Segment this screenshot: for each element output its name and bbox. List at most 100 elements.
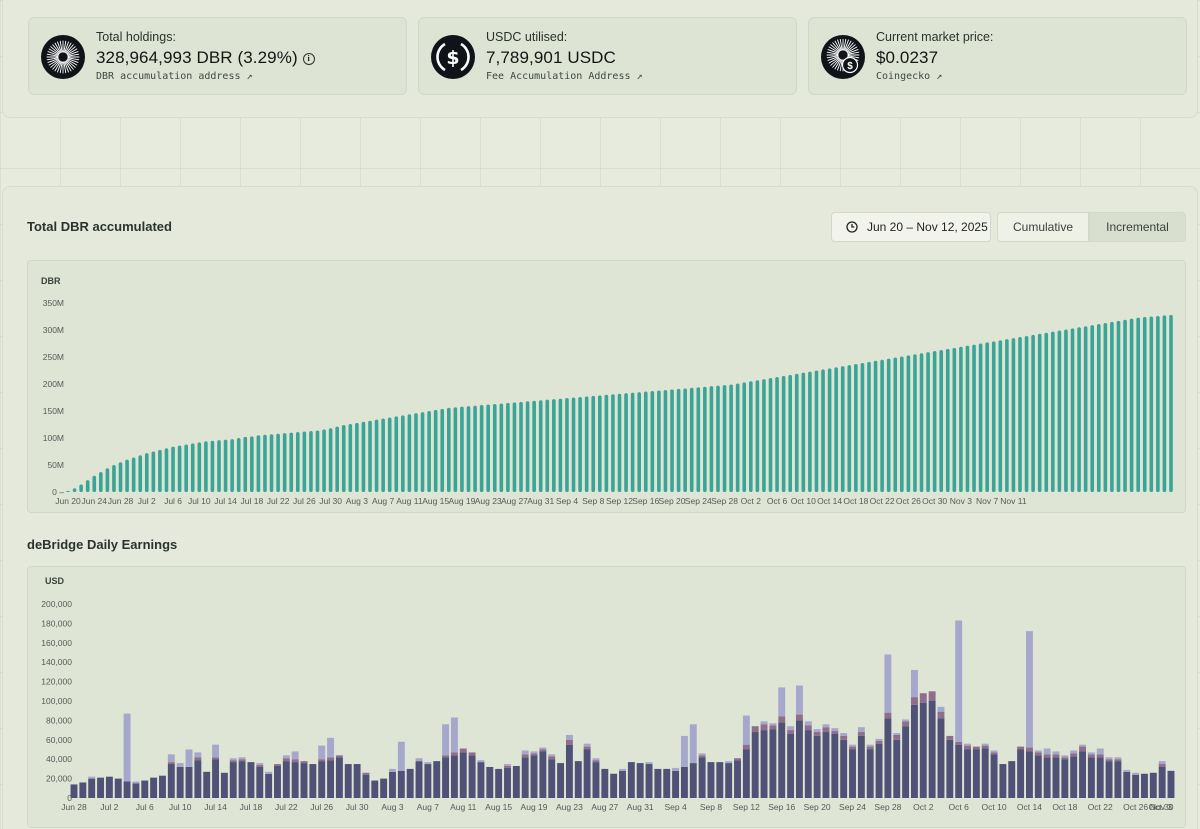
- bar: [99, 472, 103, 492]
- dbr-accumulation-address-link[interactable]: DBR accumulation address ↗: [96, 71, 253, 82]
- bar-segment: [1149, 772, 1157, 798]
- bar-segment: [1105, 757, 1113, 760]
- bar: [900, 356, 904, 492]
- coingecko-link[interactable]: Coingecko ↗: [876, 71, 943, 82]
- bar: [1077, 327, 1081, 492]
- bar-segment: [256, 763, 264, 766]
- x-tick-label: Nov 11: [1000, 496, 1027, 506]
- bar: [1142, 317, 1147, 492]
- x-tick-label: Jul 6: [136, 802, 154, 812]
- bar-segment: [742, 744, 750, 750]
- bar: [1149, 316, 1154, 492]
- toggle-incremental[interactable]: Incremental: [1089, 212, 1186, 242]
- x-tick-label: Oct 18: [843, 496, 868, 506]
- date-range-button[interactable]: Jun 20 – Nov 12, 2025: [831, 212, 991, 242]
- x-tick-label: Aug 11: [450, 802, 477, 812]
- y-axis-label: USD: [45, 576, 65, 586]
- bar-segment: [769, 725, 777, 730]
- bar-segment: [88, 778, 96, 798]
- bar-segment: [194, 752, 202, 758]
- bar-segment: [229, 762, 237, 798]
- earnings-chart-container: USD 0 20,000 40,000 60,000 80,000 100,000 120,0…: [27, 566, 1186, 828]
- x-tick-label: Sep 20: [804, 802, 831, 812]
- bar-segment: [468, 752, 476, 756]
- y-tick-label: 350M: [43, 298, 64, 308]
- bar-segment: [1087, 754, 1095, 758]
- bar: [972, 344, 976, 492]
- bar-segment: [698, 753, 706, 756]
- bar-segment: [1052, 757, 1060, 798]
- bar: [991, 341, 996, 492]
- bar-segment: [406, 768, 414, 798]
- bar: [1162, 315, 1167, 492]
- bar-segment: [1132, 772, 1140, 775]
- x-tick-label: Oct 18: [1052, 802, 1077, 812]
- bar-segment: [849, 744, 856, 747]
- bar-segment: [964, 743, 971, 746]
- bar: [1083, 326, 1088, 492]
- x-tick-label: Aug 15: [485, 802, 512, 812]
- bar: [952, 347, 957, 492]
- bar-segment: [1114, 757, 1122, 760]
- bar-segment: [1079, 744, 1086, 747]
- bar: [1024, 335, 1029, 492]
- bar: [1136, 317, 1140, 492]
- bar: [794, 373, 799, 492]
- bar-segment: [910, 669, 918, 698]
- bar: [1090, 325, 1095, 492]
- bar-segment: [335, 757, 343, 798]
- bar: [184, 444, 188, 492]
- bar: [256, 435, 261, 492]
- bar: [657, 390, 661, 492]
- bar-segment: [672, 770, 680, 798]
- bar-segment: [742, 715, 750, 745]
- bar-segment: [123, 713, 131, 782]
- bar: [1057, 330, 1062, 492]
- bar-segment: [1034, 752, 1042, 756]
- bar-segment: [1026, 747, 1033, 752]
- bar-segment: [849, 746, 856, 750]
- bar: [689, 387, 694, 492]
- bar-segment: [680, 766, 688, 798]
- x-tick-label: Nov 3: [950, 496, 972, 506]
- bar: [433, 409, 438, 492]
- bar: [230, 439, 234, 492]
- bar-segment: [1096, 748, 1104, 755]
- bar: [676, 388, 681, 492]
- x-tick-label: Jun 28: [61, 802, 87, 812]
- bar: [66, 490, 70, 492]
- bar-segment: [97, 777, 104, 798]
- bar-segment: [309, 764, 317, 798]
- bar: [144, 453, 149, 492]
- bar-segment: [1043, 757, 1051, 798]
- bar-segment: [530, 751, 538, 754]
- bar-segment: [1123, 769, 1131, 772]
- bar: [1156, 315, 1160, 492]
- bar: [624, 393, 628, 492]
- bar-segment: [1114, 761, 1122, 798]
- fee-accumulation-address-link[interactable]: Fee Accumulation Address ↗: [486, 71, 643, 82]
- bar: [1005, 339, 1009, 492]
- bar-segment: [760, 724, 768, 731]
- bar: [762, 379, 766, 492]
- external-link-icon: ↗: [636, 71, 643, 82]
- dbr-chart-container: DBR 0 –50M 100M 150M 200M 250M 300M 350M Jun 20 J…: [27, 260, 1186, 513]
- bar-segment: [424, 762, 432, 765]
- bar: [808, 371, 812, 492]
- bar: [926, 352, 930, 492]
- y-tick-label: 60,000: [46, 735, 72, 745]
- bar-segment: [265, 773, 273, 798]
- stat-value: $0.0237: [876, 48, 939, 67]
- x-tick-label: Jul 22: [267, 496, 290, 506]
- y-axis-label: DBR: [41, 276, 61, 286]
- bar-segment: [902, 721, 910, 727]
- bar-segment: [194, 757, 202, 761]
- x-tick-label: Jul 26: [293, 496, 316, 506]
- bar-segment: [318, 761, 326, 798]
- bar-segment: [893, 739, 901, 798]
- bar-segment: [990, 754, 998, 798]
- x-tick-label: Sep 12: [733, 802, 760, 812]
- info-icon[interactable]: i: [302, 52, 315, 65]
- toggle-cumulative[interactable]: Cumulative: [997, 212, 1089, 242]
